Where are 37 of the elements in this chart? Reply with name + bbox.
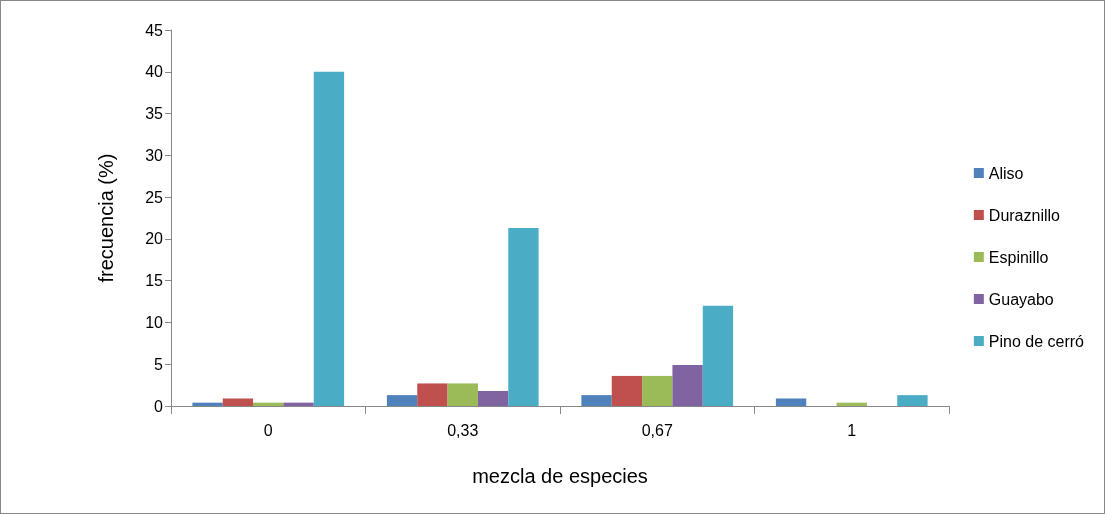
x-tick-label: 0,67 <box>641 421 673 439</box>
bar <box>283 402 314 406</box>
y-tick-label: 25 <box>145 188 164 206</box>
y-tick-label: 0 <box>154 397 164 415</box>
y-tick-label: 5 <box>154 355 164 373</box>
bar <box>611 375 643 406</box>
bar <box>897 395 928 406</box>
legend-label: Pino de cerró <box>988 332 1085 350</box>
bar <box>702 305 734 406</box>
bar <box>508 228 539 406</box>
y-tick-label: 10 <box>145 313 164 331</box>
y-axis-title: frecuencia (%) <box>95 153 117 283</box>
bar <box>581 395 612 406</box>
bar <box>222 398 254 406</box>
y-tick-label: 15 <box>145 272 164 290</box>
bar <box>672 365 703 406</box>
legend-label: Espinillo <box>988 248 1049 266</box>
y-tick-label: 30 <box>145 146 164 164</box>
y-tick-label: 40 <box>145 63 164 81</box>
bar <box>775 398 807 406</box>
bar <box>642 375 673 406</box>
legend-label: Duraznillo <box>988 206 1061 224</box>
x-axis-title: mezcla de especies <box>472 465 648 487</box>
bar <box>386 395 418 406</box>
y-tick-label: 45 <box>145 21 164 39</box>
bar <box>192 402 223 406</box>
x-tick-label: 0 <box>263 421 273 439</box>
x-tick-label: 0,33 <box>447 421 479 439</box>
bar <box>417 383 448 406</box>
y-tick-label: 35 <box>145 105 164 123</box>
x-tick-label: 1 <box>847 421 857 439</box>
bar <box>313 71 345 406</box>
y-tick-label: 20 <box>145 230 164 248</box>
legend-label: Aliso <box>988 164 1024 182</box>
legend-label: Guayabo <box>988 290 1054 308</box>
bar <box>447 383 478 406</box>
bar <box>477 390 509 406</box>
